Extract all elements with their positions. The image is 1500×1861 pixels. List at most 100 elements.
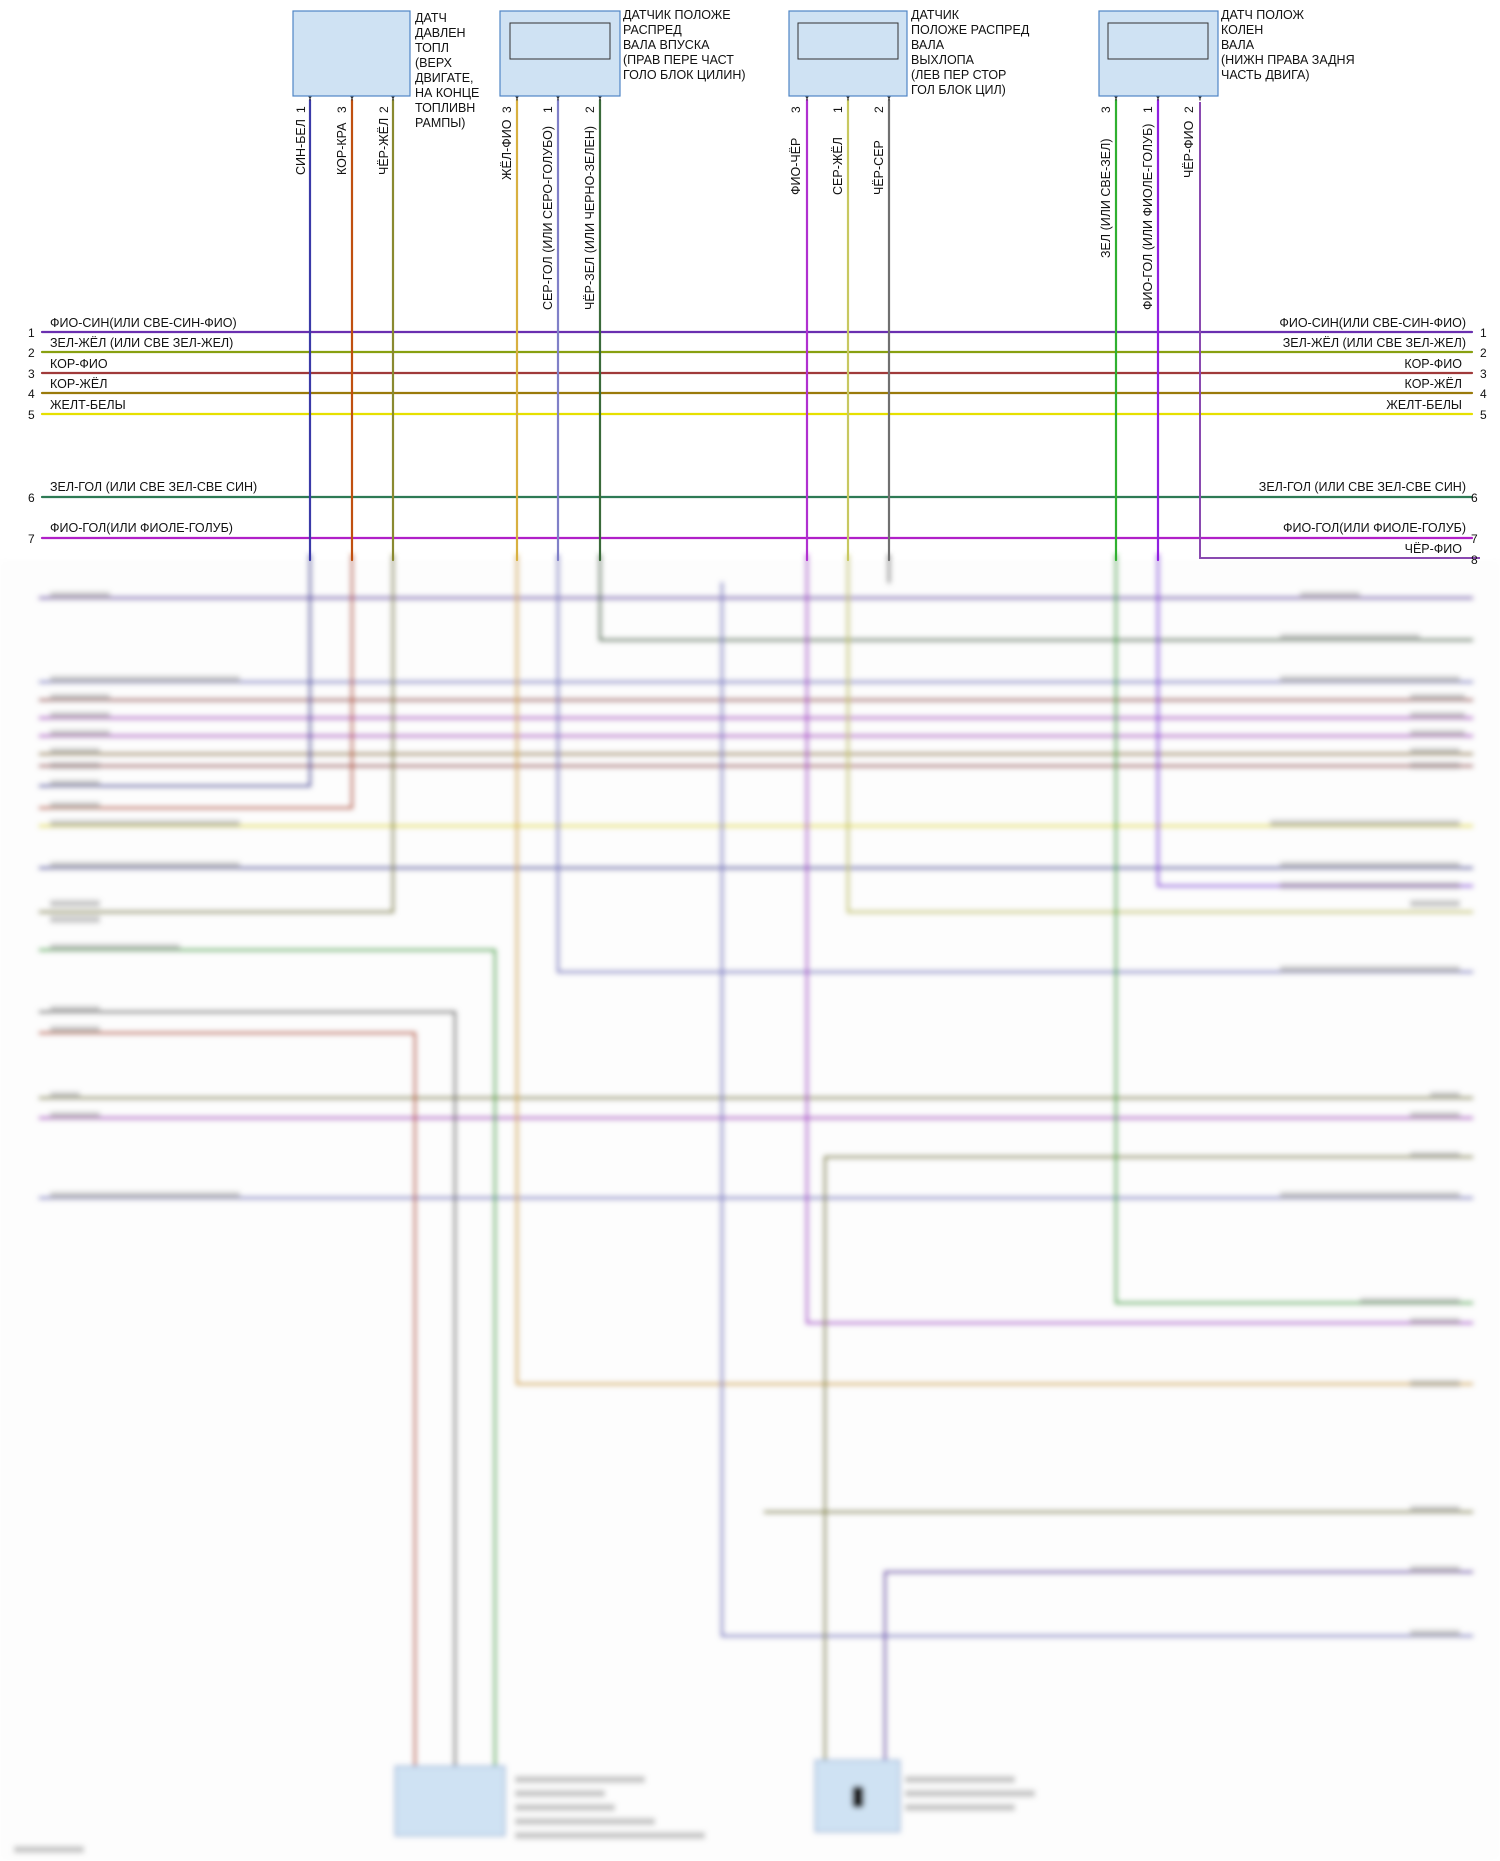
harness-label: ФИО-СИН(ИЛИ СВЕ-СИН-ФИО) (50, 316, 237, 330)
wire-label: СИН-БЕЛ (294, 119, 308, 175)
label-line: РАСПРЕД (623, 23, 682, 37)
harness-number: 1 (28, 326, 35, 340)
label-line: ДАТЧ ПОЛОЖ (1221, 8, 1304, 22)
label-line: ГОЛ БЛОК ЦИЛ) (911, 83, 1006, 97)
harness-label: ФИО-ГОЛ(ИЛИ ФИОЛЕ-ГОЛУБ) (1283, 521, 1466, 535)
label-line: ЧАСТЬ ДВИГА) (1221, 68, 1310, 82)
harness-label: ЗЕЛ-ГОЛ (ИЛИ СВЕ ЗЕЛ-СВЕ СИН) (1259, 480, 1466, 494)
blurred-text (50, 748, 100, 755)
blurred-text (50, 944, 180, 951)
exhaust-cam-label: ДАТЧИК ПОЛОЖЕ РАСПРЕД ВАЛА ВЫХЛОПА (ЛЕВ … (911, 8, 1033, 97)
wire-label: СЕР-ЖЁЛ (831, 137, 845, 195)
label-line: ВЫХЛОПА (911, 53, 975, 67)
harness-labels-right: 1 ФИО-СИН(ИЛИ СВЕ-СИН-ФИО) 2 ЗЕЛ-ЖЁЛ (ИЛ… (1259, 316, 1487, 567)
blurred-text (1300, 592, 1360, 599)
blurred-text (1280, 676, 1460, 683)
harness-number: 3 (1480, 367, 1487, 381)
harness-number: 6 (1471, 491, 1478, 505)
blurred-text (50, 862, 240, 869)
pin-number: 1 (831, 106, 845, 113)
blurred-text (50, 676, 240, 683)
harness-number: 5 (1480, 408, 1487, 422)
blurred-text (1430, 1092, 1460, 1099)
blurred-text (1410, 748, 1460, 755)
blurred-text (50, 592, 110, 599)
component-exhaust-cam-sensor: ДАТЧИК ПОЛОЖЕ РАСПРЕД ВАЛА ВЫХЛОПА (ЛЕВ … (788, 8, 1033, 97)
component-fuel-pressure-sensor: ДАТЧ ДАВЛЕН ТОПЛ (ВЕРХ ДВИГАТЕ, НА КОНЦЕ… (292, 10, 483, 130)
harness-label: ФИО-СИН(ИЛИ СВЕ-СИН-ФИО) (1279, 316, 1466, 330)
wire-label: ЧЁР-ФИО (1182, 120, 1196, 178)
blurred-text (1410, 1630, 1460, 1637)
blurred-text (1280, 882, 1460, 889)
blurred-text (50, 820, 240, 827)
clear-upper-diagram (40, 23, 1480, 562)
blurred-text (1410, 762, 1460, 769)
intake-cam-label: ДАТЧИК ПОЛОЖЕ РАСПРЕД ВАЛА ВПУСКА (ПРАВ … (623, 8, 746, 82)
pin-number: 3 (1099, 106, 1113, 113)
blurred-text (1410, 694, 1465, 701)
label-line: ДАТЧИК ПОЛОЖЕ (623, 8, 731, 22)
sensor-element (1107, 22, 1209, 60)
harness-number: 8 (1471, 553, 1478, 567)
component-box (292, 10, 411, 97)
blurred-text (1270, 820, 1460, 827)
harness-label: КОР-ФИО (50, 357, 108, 371)
blurred-text (50, 1006, 100, 1013)
pin-number: 2 (583, 106, 597, 113)
harness-number: 7 (28, 532, 35, 546)
label-line: НА КОНЦЕ (415, 86, 479, 100)
blurred-text (905, 1790, 1035, 1797)
crank-sensor-label: ДАТЧ ПОЛОЖ КОЛЕН ВАЛА (НИЖН ПРАВА ЗАДНЯ … (1221, 8, 1358, 82)
wire-label: ЗЕЛ (ИЛИ СВЕ-ЗЕЛ) (1099, 139, 1113, 259)
blurred-text (1410, 1380, 1460, 1387)
label-line: (ЛЕВ ПЕР СТОР (911, 68, 1006, 82)
blurred-text (50, 1112, 100, 1119)
wire-label: ФИО-ЧЁР (789, 138, 803, 195)
pin-number: 1 (294, 106, 308, 113)
label-line: ДВИГАТЕ, (415, 71, 474, 85)
blurred-text (50, 1026, 100, 1033)
harness-label: ЧЁР-ФИО (1405, 542, 1463, 556)
harness-number: 6 (28, 491, 35, 505)
blurred-text (1410, 900, 1460, 907)
blurred-text (1410, 712, 1465, 719)
wire-label: ЧЁР-ЗЕЛ (ИЛИ ЧЕРНО-ЗЕЛЕН) (583, 126, 597, 310)
blurred-text (905, 1776, 1015, 1783)
pin-number: 3 (789, 106, 803, 113)
blurred-text (50, 780, 100, 787)
harness-number: 4 (28, 387, 35, 401)
harness-label: ЖЕЛТ-БЕЛЫ (50, 398, 126, 412)
blurred-text (1410, 730, 1465, 737)
wire-label: ФИО-ГОЛ (ИЛИ ФИОЛЕ-ГОЛУБ) (1141, 124, 1155, 310)
component-intake-cam-sensor: ДАТЧИК ПОЛОЖЕ РАСПРЕД ВАЛА ВПУСКА (ПРАВ … (499, 8, 746, 97)
wire-label: ЖЁЛ-ФИО (500, 119, 514, 180)
label-line: РАМПЫ) (415, 116, 465, 130)
sensor-element (797, 22, 899, 60)
fuel-pressure-label: ДАТЧ ДАВЛЕН ТОПЛ (ВЕРХ ДВИГАТЕ, НА КОНЦЕ… (415, 11, 483, 130)
blurred-text (515, 1832, 705, 1839)
blurred-component (394, 1765, 506, 1837)
label-line: КОЛЕН (1221, 23, 1263, 37)
harness-number: 2 (1480, 346, 1487, 360)
harness-number: 2 (28, 346, 35, 360)
label-line: ТОПЛ (415, 41, 449, 55)
blurred-text (1410, 1152, 1460, 1159)
label-line: ВАЛА (1221, 38, 1255, 52)
blurred-text (1280, 966, 1460, 973)
wire-label: КОР-КРА (335, 122, 349, 175)
harness-number: 3 (28, 367, 35, 381)
harness-label: ЗЕЛ-ГОЛ (ИЛИ СВЕ ЗЕЛ-СВЕ СИН) (50, 480, 257, 494)
label-line: ГОЛО БЛОК ЦИЛИН) (623, 68, 746, 82)
blurred-text (1410, 1318, 1460, 1325)
harness-label: КОР-ФИО (1404, 357, 1462, 371)
label-line: (ВЕРХ (415, 56, 453, 70)
vertical-wire-labels: СИН-БЕЛ 1 КОР-КРА 3 ЧЁР-ЖЁЛ 2 ЖЁЛ-ФИО 3 … (294, 106, 1196, 310)
blurred-text (50, 762, 100, 769)
pin-number: 2 (1182, 106, 1196, 113)
blurred-lower-diagram (0, 554, 1500, 1861)
blurred-text (50, 900, 100, 907)
blurred-text (1410, 1506, 1460, 1513)
harness-label: ФИО-ГОЛ(ИЛИ ФИОЛЕ-ГОЛУБ) (50, 521, 233, 535)
harness-labels-left: 1 ФИО-СИН(ИЛИ СВЕ-СИН-ФИО) 2 ЗЕЛ-ЖЁЛ (ИЛ… (28, 316, 257, 546)
